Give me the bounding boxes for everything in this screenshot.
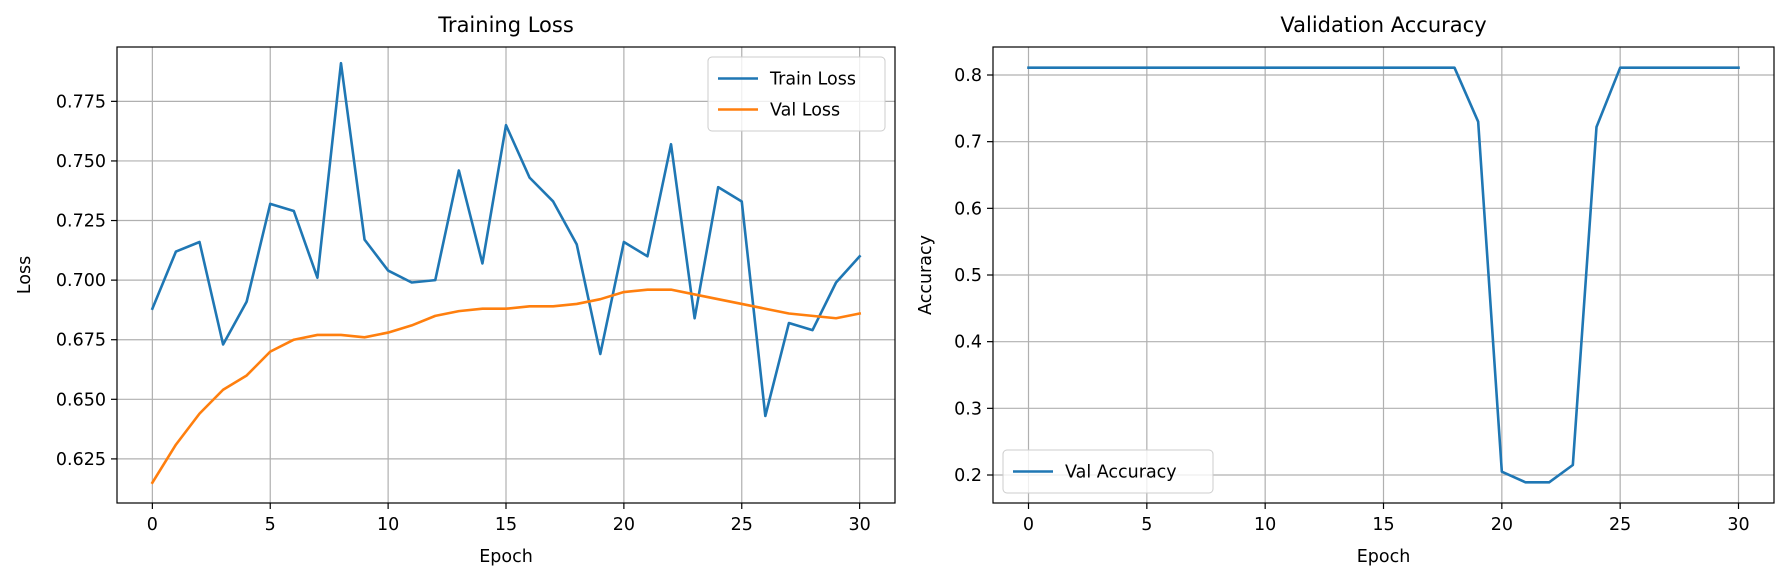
legend-label: Val Accuracy [1065,463,1177,483]
x-axis-label: Epoch [479,547,533,567]
training-loss-panel: 0 5 10 15 20 25 30 0.625 0.650 0.675 0.700 0.725 0.7… [15,13,896,567]
val-loss-line [150,288,862,485]
y-tick-label: 0.675 [56,331,106,351]
y-tick-label: 0.5 [954,266,982,286]
y-tick-label: 0.3 [954,399,982,419]
x-tick-label: 5 [265,515,276,535]
y-tick-label: 0.6 [954,199,982,219]
y-tick-label: 0.4 [954,333,982,353]
x-tick-label: 0 [147,515,158,535]
x-tick-label: 30 [1727,515,1749,535]
chart-title: Training Loss [437,13,574,37]
legend-box [1002,449,1214,494]
legend-box [707,56,886,132]
legend: Val Accuracy [1002,449,1214,494]
y-tick-label: 0.725 [56,212,106,232]
y-tick-label: 0.700 [56,271,106,291]
train-loss-line [150,61,862,418]
x-axis-label: Epoch [1357,547,1411,567]
y-tick-label: 0.650 [56,390,106,410]
y-tick-label: 0.8 [954,66,982,86]
y-tick-label: 0.2 [954,466,982,486]
x-tick-label: 25 [731,515,753,535]
legend: Train Loss Val Loss [707,56,886,132]
y-axis-label: Loss [15,256,35,294]
y-axis-label: Accuracy [916,235,936,315]
x-tick-label: 20 [1491,515,1513,535]
y-tick-label: 0.7 [954,133,982,153]
val-accuracy-line [1027,66,1740,484]
x-tick-label: 0 [1023,515,1034,535]
chart-title: Validation Accuracy [1280,13,1486,37]
x-tick-label: 5 [1141,515,1152,535]
y-tick-label: 0.625 [56,450,106,470]
x-tick-label: 15 [1372,515,1394,535]
x-tick-label: 15 [495,515,517,535]
y-tick-label: 0.750 [56,152,106,172]
x-tick-label: 30 [848,515,870,535]
x-tick-label: 10 [1254,515,1276,535]
x-tick-label: 25 [1609,515,1631,535]
legend-label: Val Loss [770,101,840,121]
x-tick-label: 10 [377,515,399,535]
x-tick-label: 20 [613,515,635,535]
legend-label: Train Loss [769,70,856,90]
y-tick-label: 0.775 [56,92,106,112]
validation-accuracy-panel: 0 5 10 15 20 25 30 0.2 0.3 0.4 0.5 0.6 0.7 0.8 Validat… [916,13,1775,567]
